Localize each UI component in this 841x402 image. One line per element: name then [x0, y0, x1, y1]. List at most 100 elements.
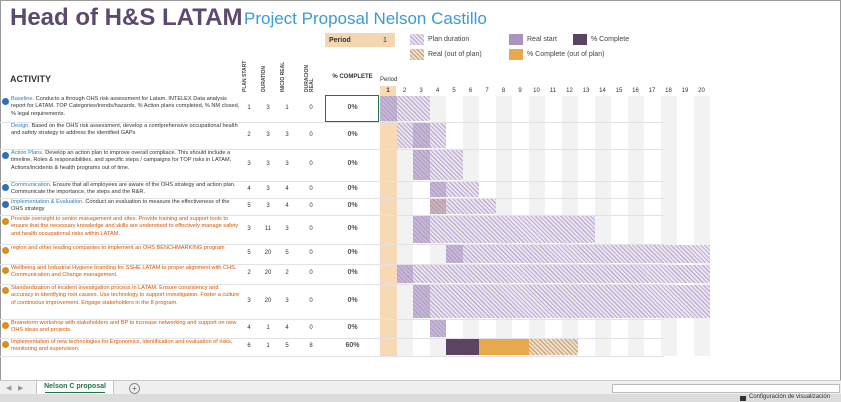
row-bullet-icon — [2, 201, 9, 208]
cell-duration[interactable]: 3 — [266, 161, 270, 167]
cell-real-duration[interactable]: 0 — [309, 270, 313, 276]
row-divider — [0, 122, 664, 123]
cell-real-duration[interactable]: 0 — [309, 250, 313, 256]
period-number: 11 — [549, 88, 557, 94]
real-start-bar — [413, 216, 430, 243]
row-bullet-icon — [2, 341, 9, 348]
row-bullet-icon — [2, 247, 9, 254]
cell-real-duration[interactable]: 0 — [309, 131, 313, 138]
cell-duration[interactable]: 20 — [264, 250, 272, 256]
cell-plan-start[interactable]: 5 — [247, 202, 251, 209]
real-start-bar — [413, 285, 430, 318]
cell-real-start[interactable]: 3 — [285, 161, 289, 167]
cell-plan-start[interactable]: 2 — [247, 270, 251, 276]
display-settings-icon[interactable] — [740, 396, 746, 401]
cell-real-start[interactable]: 1 — [285, 104, 289, 111]
period-number: 7 — [485, 88, 489, 94]
sheet-tab-nelson-c-proposal[interactable]: Nelson C proposal — [36, 381, 114, 395]
cell-real-start[interactable]: 3 — [285, 225, 289, 232]
add-sheet-icon[interactable]: + — [129, 383, 140, 394]
percent-complete-value[interactable]: 0% — [347, 269, 358, 276]
percent-complete-value[interactable]: 0% — [347, 130, 358, 138]
row-divider — [0, 284, 664, 285]
row-bullet-icon — [2, 98, 9, 105]
cell-real-start[interactable]: 3 — [285, 297, 289, 304]
cell-real-start[interactable]: 5 — [285, 343, 289, 349]
period-number: 5 — [452, 88, 456, 94]
cell-real-start[interactable]: 3 — [285, 131, 289, 138]
percent-complete-value[interactable]: 0% — [347, 201, 358, 209]
row-divider — [0, 264, 664, 265]
cell-duration[interactable]: 11 — [264, 225, 272, 232]
cell-real-duration[interactable]: 0 — [309, 202, 313, 209]
percent-complete-value[interactable]: 0% — [347, 249, 358, 256]
period-number: 3 — [419, 88, 423, 94]
period-column — [380, 96, 397, 356]
cell-real-duration[interactable]: 8 — [309, 343, 313, 349]
cell-plan-start[interactable]: 3 — [247, 161, 251, 167]
cell-duration[interactable]: 1 — [266, 343, 270, 349]
row-divider — [0, 244, 664, 245]
horizontal-scrollbar[interactable] — [612, 384, 840, 393]
cell-plan-start[interactable]: 4 — [247, 324, 251, 331]
cell-duration[interactable]: 3 — [266, 185, 270, 192]
percent-complete-value[interactable]: 0% — [347, 224, 358, 232]
selected-cell[interactable] — [325, 95, 379, 122]
percent-complete-value[interactable]: 0% — [347, 184, 358, 192]
cell-plan-start[interactable]: 6 — [247, 343, 251, 349]
activity-key: Action Plans — [11, 150, 43, 156]
activity-description: Standardization of incident investigatio… — [11, 285, 240, 306]
percent-complete-value[interactable]: 0% — [347, 296, 358, 304]
status-display-settings[interactable]: Configuración de visualización — [749, 394, 831, 400]
legend-swatch — [509, 34, 523, 45]
real-start-bar — [446, 245, 463, 263]
cell-plan-start[interactable]: 3 — [247, 225, 251, 232]
legend-swatch — [410, 34, 424, 45]
cell-real-start[interactable]: 2 — [285, 270, 289, 276]
cell-real-start[interactable]: 5 — [285, 250, 289, 256]
cell-real-duration[interactable]: 0 — [309, 185, 313, 192]
cell-plan-start[interactable]: 3 — [247, 297, 251, 304]
percent-complete-value[interactable]: 0% — [347, 103, 358, 111]
period-number: 2 — [402, 88, 407, 94]
cell-duration[interactable]: 1 — [266, 324, 270, 331]
cell-real-duration[interactable]: 0 — [309, 297, 313, 304]
period-input[interactable]: 1 — [375, 33, 395, 47]
cell-duration[interactable]: 3 — [266, 131, 270, 138]
period-number: 1 — [380, 86, 396, 96]
cell-duration[interactable]: 3 — [266, 202, 270, 209]
period-number: 13 — [582, 88, 590, 94]
cell-duration[interactable]: 20 — [264, 270, 272, 276]
tab-scroll-right-icon[interactable]: ▶ — [18, 385, 24, 392]
cell-real-duration[interactable]: 0 — [309, 324, 313, 331]
cell-duration[interactable]: 3 — [266, 104, 270, 111]
activity-description: Conducto a through OHS risk assessment f… — [11, 96, 240, 117]
percent-complete-value[interactable]: 60% — [345, 342, 360, 349]
cell-real-duration[interactable]: 0 — [309, 225, 313, 232]
cell-duration[interactable]: 20 — [264, 297, 272, 304]
cell-real-duration[interactable]: 0 — [309, 104, 313, 111]
activity-description: Wellbeing and Industrial Hygiene brandin… — [11, 265, 237, 279]
legend-percent-complete-out-of-plan: % Complete (out of plan) — [509, 49, 604, 60]
cell-plan-start[interactable]: 1 — [247, 104, 251, 111]
cell-real-start[interactable]: 4 — [285, 202, 289, 209]
cell-real-start[interactable]: 4 — [285, 185, 289, 192]
column-header-percent-complete: % COMPLETE — [332, 74, 373, 80]
percent-complete-value[interactable]: 0% — [347, 323, 358, 331]
cell-plan-start[interactable]: 5 — [247, 250, 251, 256]
cell-real-start[interactable]: 4 — [285, 324, 289, 331]
period-number: 8 — [501, 88, 506, 94]
percent-complete-out-of-plan-bar — [479, 339, 529, 355]
row-divider — [0, 181, 664, 182]
activity-text: Provide oversight to senior management a… — [11, 216, 241, 238]
legend-label: Plan duration — [428, 36, 470, 43]
legend-swatch — [509, 49, 523, 60]
period-column — [396, 96, 413, 356]
cell-plan-start[interactable]: 4 — [247, 185, 251, 192]
plan-duration-bar — [413, 285, 710, 318]
row-divider — [0, 338, 664, 339]
percent-complete-value[interactable]: 0% — [347, 160, 358, 167]
cell-real-duration[interactable]: 0 — [309, 161, 313, 167]
tab-scroll-left-icon[interactable]: ◀ — [6, 385, 12, 392]
cell-plan-start[interactable]: 2 — [247, 131, 251, 138]
